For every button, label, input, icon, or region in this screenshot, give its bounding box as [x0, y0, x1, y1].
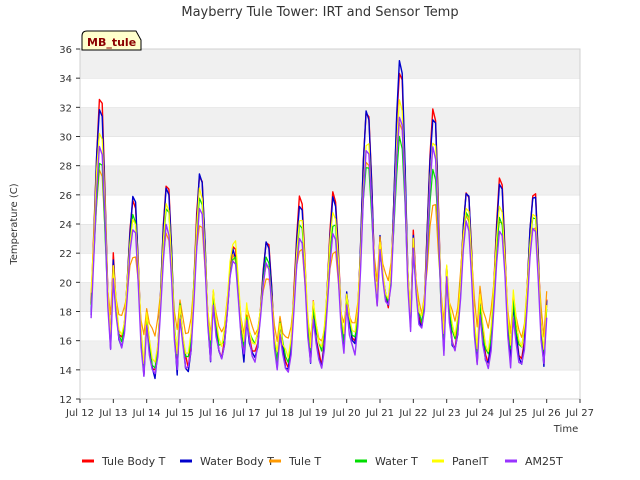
- legend-label: PanelT: [452, 455, 489, 468]
- x-tick-label: Jul 20: [332, 408, 361, 419]
- legend-label: Tule Body T: [101, 455, 166, 468]
- grid-band: [80, 369, 580, 399]
- y-tick-label: 26: [59, 191, 72, 202]
- y-axis-ticks: 12 14 16 18 20 22 24 26 28 30 32 34 36: [59, 45, 80, 406]
- x-tick-label: Jul 18: [265, 408, 294, 419]
- y-tick-label: 34: [59, 74, 72, 85]
- x-tick-label: Jul 17: [232, 408, 261, 419]
- grid-band: [80, 78, 580, 108]
- y-tick-label: 18: [59, 308, 72, 319]
- y-tick-label: 22: [59, 249, 72, 260]
- series-lines: [90, 60, 548, 380]
- grid-band: [80, 194, 580, 224]
- grid-band: [80, 311, 580, 341]
- x-tick-label: Jul 16: [198, 408, 227, 419]
- x-axis-ticks: Jul 12 Jul 13 Jul 14 Jul 15 Jul 16 Jul 17 Jul …: [65, 399, 594, 419]
- station-label-shape: [81, 30, 142, 51]
- x-tick-label: Jul 14: [132, 408, 161, 419]
- y-tick-label: 30: [59, 133, 72, 144]
- grid-band: [80, 340, 580, 370]
- x-tick-label: Jul 27: [565, 408, 594, 419]
- legend-label: Water Body T: [200, 455, 274, 468]
- x-tick-label: Jul 19: [298, 408, 327, 419]
- legend-label: AM25T: [525, 455, 563, 468]
- x-tick-label: Jul 21: [365, 408, 394, 419]
- x-tick-label: Jul 13: [98, 408, 127, 419]
- y-tick-label: 36: [59, 45, 72, 56]
- station-label-box: MB_tule: [81, 30, 142, 51]
- x-tick-label: Jul 22: [398, 408, 427, 419]
- legend: Tule Body T Water Body T Tule T Water T Pane…: [82, 455, 563, 468]
- y-tick-label: 12: [59, 395, 72, 406]
- series-line: [90, 116, 548, 377]
- grid-band: [80, 136, 580, 166]
- x-tick-label: Jul 23: [432, 408, 461, 419]
- legend-label: Tule T: [288, 455, 321, 468]
- series-line: [90, 99, 548, 364]
- x-tick-label: Jul 24: [465, 408, 494, 419]
- y-tick-label: 28: [59, 162, 72, 173]
- y-tick-label: 24: [59, 220, 72, 231]
- x-tick-label: Jul 25: [498, 408, 527, 419]
- grid-band: [80, 49, 580, 79]
- x-tick-label: Jul 12: [65, 408, 94, 419]
- x-tick-label: Jul 15: [165, 408, 194, 419]
- y-tick-label: 14: [59, 366, 72, 377]
- legend-label: Water T: [375, 455, 418, 468]
- x-axis-label: Time: [553, 424, 578, 435]
- grid-band: [80, 282, 580, 312]
- station-label: MB_tule: [87, 36, 136, 49]
- y-axis-label: Temperature (C): [9, 183, 20, 265]
- y-tick-label: 32: [59, 103, 72, 114]
- grid-band: [80, 107, 580, 137]
- grid-band: [80, 165, 580, 195]
- x-tick-label: Jul 26: [532, 408, 561, 419]
- y-tick-label: 20: [59, 278, 72, 289]
- y-tick-label: 16: [59, 337, 72, 348]
- chart-title: Mayberry Tule Tower: IRT and Sensor Temp: [181, 5, 458, 20]
